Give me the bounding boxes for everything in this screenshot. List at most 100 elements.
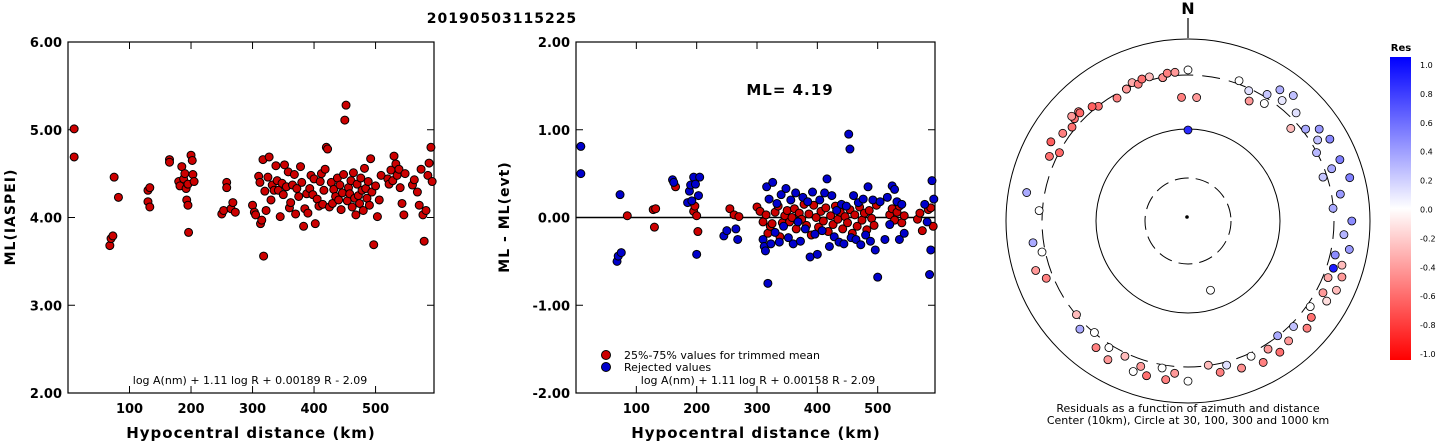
rejected-data-point xyxy=(922,217,932,227)
data-point xyxy=(412,187,422,197)
legend-label-rejected: Rejected values xyxy=(624,361,711,374)
rejected-data-point xyxy=(873,272,883,282)
y-tick-label: 5.00 xyxy=(30,124,62,139)
data-point xyxy=(291,209,301,219)
data-point xyxy=(303,208,313,218)
data-point xyxy=(294,191,304,201)
data-point xyxy=(693,227,703,237)
station-residual-point xyxy=(1136,361,1146,371)
panel-2-ml-label: ML= 4.19 xyxy=(746,81,833,99)
rejected-data-point xyxy=(926,245,936,255)
data-point xyxy=(427,177,437,187)
data-point xyxy=(180,169,190,179)
rejected-data-point xyxy=(841,201,851,211)
station-residual-point xyxy=(1037,247,1047,257)
data-point xyxy=(310,219,320,229)
rejected-data-point xyxy=(870,245,880,255)
data-point xyxy=(261,205,271,215)
rejected-data-point xyxy=(733,234,743,244)
data-point xyxy=(341,100,351,110)
data-point xyxy=(251,210,261,220)
station-residual-point xyxy=(1031,266,1041,275)
rejected-data-point xyxy=(776,190,786,200)
data-point xyxy=(334,195,344,205)
colorbar-tick-label: -0.4 xyxy=(1420,263,1436,272)
station-residual-point xyxy=(1262,90,1272,99)
station-residual-point xyxy=(1246,351,1256,361)
data-point xyxy=(320,164,330,174)
data-point xyxy=(928,221,938,231)
rejected-data-point xyxy=(925,270,935,280)
rejected-data-point xyxy=(692,249,702,259)
rejected-data-point xyxy=(693,191,703,201)
data-point xyxy=(299,221,309,231)
station-residual-point xyxy=(1244,86,1254,96)
data-point xyxy=(355,198,365,208)
station-residual-point xyxy=(1192,93,1202,102)
data-point xyxy=(358,205,368,215)
x-tick-label: 200 xyxy=(683,402,710,417)
station-residual-point xyxy=(1259,99,1269,108)
station-residual-point xyxy=(1244,96,1254,106)
station-residual-point xyxy=(1305,302,1315,312)
data-point xyxy=(371,181,381,191)
data-point xyxy=(622,211,632,221)
station-residual-point xyxy=(1203,360,1213,370)
data-point xyxy=(69,124,79,134)
panel-2-x-label: Hypocentral distance (km) xyxy=(631,424,881,441)
data-point xyxy=(767,219,777,229)
station-residual-point xyxy=(1234,76,1244,86)
rejected-data-point xyxy=(810,229,820,239)
station-residual-point xyxy=(1183,65,1193,75)
data-point xyxy=(255,177,265,187)
rejected-data-point xyxy=(690,179,700,189)
station-residual-point xyxy=(1318,172,1328,182)
colorbar-tick-label: -0.6 xyxy=(1420,292,1436,301)
rejected-data-point xyxy=(781,184,791,194)
data-point xyxy=(348,168,358,178)
data-point xyxy=(374,195,384,205)
rejected-data-point xyxy=(822,174,832,184)
station-residual-point xyxy=(1323,273,1333,282)
rejected-data-point xyxy=(687,196,697,206)
station-residual-point xyxy=(1313,135,1323,145)
station-residual-point xyxy=(1335,189,1345,199)
station-residual-point xyxy=(1277,96,1287,105)
panel-2-points xyxy=(576,129,939,288)
data-point xyxy=(826,211,836,221)
station-residual-point xyxy=(1041,273,1051,283)
rejected-data-point xyxy=(760,246,770,256)
station-residual-point xyxy=(1344,245,1354,254)
station-residual-point xyxy=(1091,343,1101,353)
station-residual-point xyxy=(1289,322,1298,331)
rejected-data-point xyxy=(865,236,875,246)
rejected-data-point xyxy=(890,184,900,194)
station-residual-point xyxy=(1275,85,1285,95)
data-point xyxy=(725,204,735,214)
station-residual-point xyxy=(1222,360,1232,370)
data-point xyxy=(423,170,433,180)
panel-1-points xyxy=(69,100,437,261)
rejected-data-point xyxy=(899,228,909,238)
data-point xyxy=(359,163,369,173)
station-residual-point xyxy=(1312,148,1321,158)
data-point xyxy=(260,186,270,196)
colorbar-tick-label: 0.6 xyxy=(1420,119,1433,128)
station-residual-point xyxy=(1072,310,1081,319)
rejected-data-point xyxy=(856,240,866,250)
data-point xyxy=(419,236,429,246)
station-residual-point xyxy=(1302,323,1312,333)
rejected-data-point xyxy=(779,221,789,231)
colorbar-title: Res xyxy=(1391,43,1411,54)
figure-title: 20190503115225 xyxy=(427,11,577,27)
station-residual-point xyxy=(1103,355,1113,365)
data-point xyxy=(189,177,199,187)
data-point xyxy=(184,227,194,237)
station-residual-point xyxy=(1183,125,1193,135)
station-residual-point xyxy=(1028,238,1038,248)
rejected-data-point xyxy=(845,144,855,154)
station-residual-point xyxy=(1275,347,1285,357)
data-point xyxy=(369,240,379,250)
panel-1-y-label: ML(IASPEI) xyxy=(3,169,19,266)
